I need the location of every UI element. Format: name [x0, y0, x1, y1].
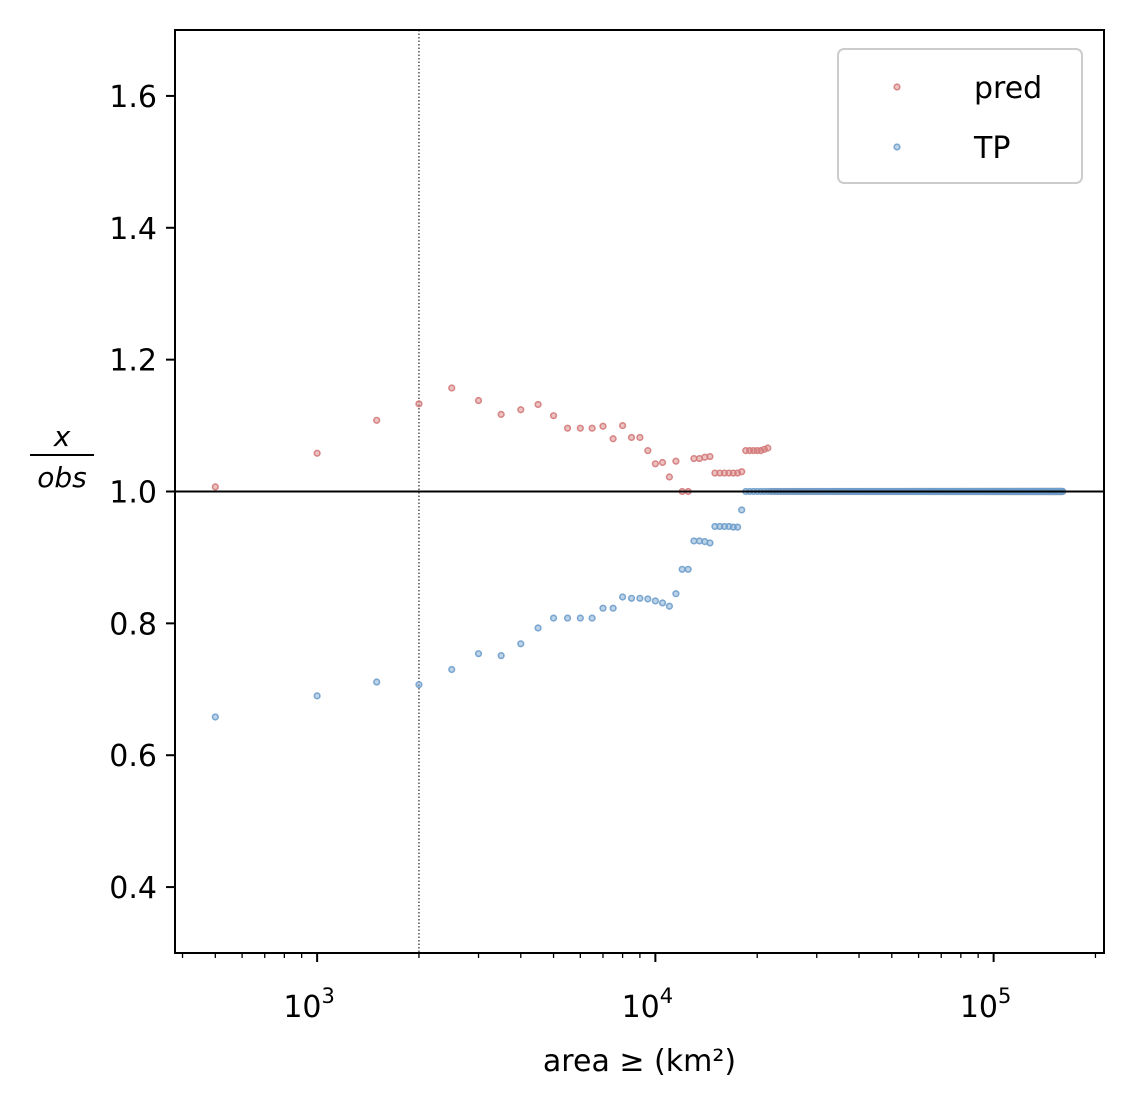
y-tick-label: 0.8: [109, 607, 157, 642]
y-tick-label: 1.2: [109, 344, 157, 379]
data-point: [627, 433, 636, 442]
data-point: [549, 614, 558, 622]
data-point: [665, 473, 673, 481]
data-point: [678, 565, 686, 573]
legend-label-TP: TP: [973, 131, 1010, 166]
data-point: [474, 650, 483, 658]
data-point: [415, 681, 423, 689]
data-point: [415, 400, 423, 408]
data-point: [672, 457, 680, 465]
data-point: [618, 421, 627, 430]
data-point: [627, 594, 636, 602]
legend-marker-TP: [893, 143, 901, 151]
data-point: [738, 468, 746, 476]
data-point: [373, 416, 381, 424]
data-point: [672, 590, 680, 598]
data-point: [636, 594, 644, 602]
data-point: [651, 597, 659, 605]
data-point: [599, 422, 607, 430]
data-point: [211, 713, 219, 721]
data-point: [706, 452, 714, 461]
data-point: [549, 412, 558, 420]
data-point: [517, 406, 525, 414]
legend-box: [837, 48, 1083, 184]
y-label-numerator: x: [53, 420, 71, 453]
data-point: [497, 410, 505, 418]
data-point: [534, 624, 542, 632]
y-axis-label: x obs: [30, 420, 94, 494]
plot-area: [175, 30, 1104, 953]
x-tick-label: 103: [283, 984, 335, 1025]
data-point: [588, 424, 596, 432]
data-point: [665, 602, 673, 610]
data-point: [517, 640, 525, 648]
data-point: [588, 614, 596, 622]
data-point: [474, 396, 483, 405]
data-point: [636, 433, 644, 442]
y-label-denominator: obs: [37, 461, 87, 494]
x-axis-label: area ≥ (km²): [543, 1044, 736, 1079]
data-point: [609, 435, 617, 443]
legend: pred TP: [837, 48, 1083, 184]
y-tick-label: 1.6: [109, 80, 157, 115]
data-point: [373, 678, 381, 686]
data-point: [599, 604, 607, 612]
data-point: [448, 384, 456, 392]
x-tick-label: 104: [622, 984, 674, 1025]
legend-label-pred: pred: [974, 71, 1042, 106]
data-point: [563, 424, 572, 432]
data-point: [658, 599, 667, 607]
data-point: [618, 593, 627, 601]
data-point: [706, 539, 714, 547]
legend-marker-pred: [893, 83, 901, 91]
data-point: [609, 604, 617, 612]
y-tick-label: 1.4: [109, 212, 157, 247]
data-point: [313, 449, 321, 457]
data-point: [313, 692, 321, 700]
y-tick-label: 0.4: [109, 871, 157, 906]
data-point: [764, 444, 772, 452]
data-point: [684, 565, 692, 573]
data-point: [651, 460, 659, 468]
data-point: [534, 400, 542, 409]
data-point: [733, 523, 742, 531]
series-TP: [211, 487, 1067, 721]
data-point: [448, 665, 456, 674]
data-point: [576, 424, 584, 432]
data-point: [576, 614, 584, 622]
data-point: [658, 458, 667, 467]
y-tick-label: 1.0: [109, 476, 157, 511]
data-point: [563, 614, 572, 622]
data-point: [738, 506, 746, 514]
data-point: [497, 652, 505, 660]
data-point: [211, 483, 219, 491]
data-point: [644, 447, 652, 455]
y-tick-label: 0.6: [109, 739, 157, 774]
data-point: [644, 595, 652, 603]
